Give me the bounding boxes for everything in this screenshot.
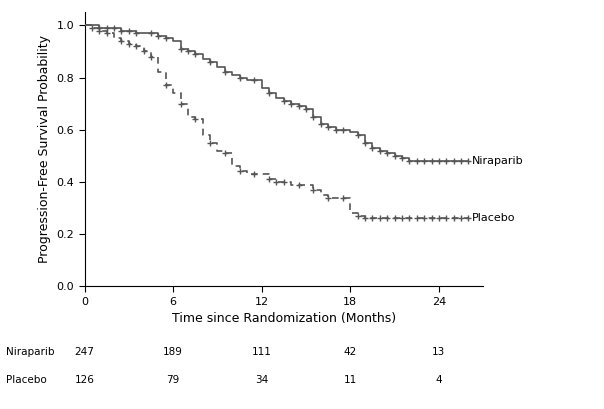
Text: Niraparib: Niraparib [6,347,54,357]
Text: 247: 247 [75,347,94,357]
Text: 4: 4 [435,375,442,385]
Text: 11: 11 [344,375,357,385]
Text: 42: 42 [344,347,357,357]
Text: 126: 126 [75,375,94,385]
Text: 189: 189 [163,347,183,357]
Text: 34: 34 [255,375,268,385]
X-axis label: Time since Randomization (Months): Time since Randomization (Months) [172,312,396,325]
Y-axis label: Progression-Free Survival Probability: Progression-Free Survival Probability [38,35,51,263]
Text: Placebo: Placebo [471,213,515,223]
Text: 79: 79 [167,375,180,385]
Text: Niraparib: Niraparib [471,156,523,166]
Text: 13: 13 [432,347,446,357]
Text: Placebo: Placebo [6,375,47,385]
Text: 111: 111 [252,347,272,357]
